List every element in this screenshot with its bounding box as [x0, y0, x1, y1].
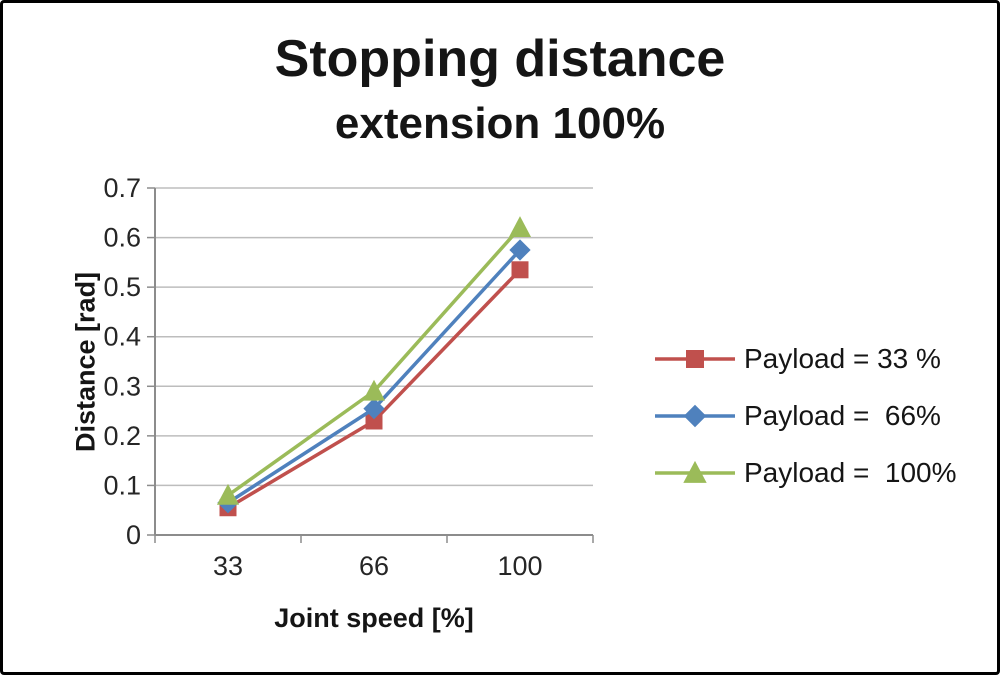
legend-item: Payload = 66% — [653, 396, 957, 436]
legend-label: Payload = 100% — [744, 457, 957, 488]
x-axis-title: Joint speed [%] — [274, 603, 474, 633]
diamond-marker-icon — [509, 239, 531, 261]
legend-marker-icon — [655, 404, 735, 428]
x-tick-label: 66 — [359, 551, 389, 581]
triangle-marker-icon — [508, 216, 532, 238]
y-tick-label: 0.5 — [103, 272, 141, 302]
series-line — [226, 226, 522, 497]
chart-title: Stopping distance — [274, 30, 726, 88]
y-tick-label: 0.6 — [103, 223, 141, 253]
x-tick-label: 100 — [497, 551, 542, 581]
legend-marker-icon — [655, 460, 735, 483]
diamond-marker-icon — [683, 404, 707, 428]
y-tick-label: 0 — [126, 520, 141, 550]
y-tick-label: 0.3 — [103, 371, 141, 401]
legend-label: Payload = 66% — [744, 400, 941, 431]
triangle-marker-icon — [683, 460, 707, 483]
triangle-marker-icon — [362, 379, 386, 401]
legend-item: Payload = 100% — [653, 453, 957, 493]
chart-subtitle: extension 100% — [334, 99, 666, 148]
y-tick-label: 0.1 — [103, 470, 141, 500]
legend-marker-icon — [655, 350, 735, 368]
y-axis-title: Distance [rad] — [70, 271, 101, 452]
triangle-marker-icon — [216, 483, 240, 505]
square-marker-icon — [511, 261, 529, 279]
square-marker-icon — [686, 350, 704, 368]
legend: Payload = 33 % Payload = 66% Payload = 100… — [653, 339, 957, 510]
legend-item: Payload = 33 % — [653, 339, 957, 379]
y-tick-label: 0.4 — [103, 322, 141, 352]
legend-label: Payload = 33 % — [744, 343, 941, 374]
diamond-marker-icon — [363, 397, 385, 420]
square-marker-icon — [365, 412, 383, 430]
x-tick-label: 33 — [213, 551, 243, 581]
y-tick-label: 0.2 — [103, 421, 141, 451]
y-tick-label: 0.7 — [103, 173, 141, 203]
plot-area: 0 0.1 0.2 0.3 0.4 0.5 0.6 0.7 33 66 100 — [103, 173, 594, 581]
